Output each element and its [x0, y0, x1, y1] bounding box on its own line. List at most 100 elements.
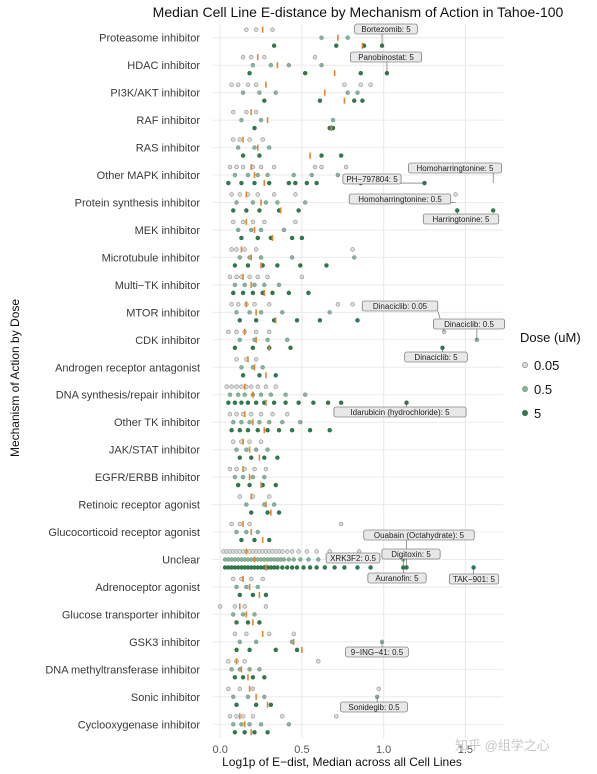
data-point: [252, 466, 257, 472]
data-point: [358, 70, 363, 76]
annotation-label: Homoharringtonine: 0.5: [348, 193, 456, 205]
data-point: [285, 549, 290, 554]
data-point: [250, 62, 256, 68]
data-point: [234, 357, 239, 362]
data-point: [240, 675, 246, 680]
data-point: [245, 263, 251, 268]
data-point: [271, 502, 277, 507]
data-point: [345, 35, 350, 40]
data-point: [263, 592, 269, 598]
data-point: [268, 62, 274, 68]
data-point: [280, 549, 285, 554]
data-point: [250, 200, 256, 205]
data-point: [231, 109, 236, 115]
data-point: [232, 474, 238, 480]
x-tick-label: 1.0: [376, 744, 391, 756]
data-point: [229, 82, 234, 87]
data-point: [296, 208, 301, 213]
data-point: [240, 54, 246, 60]
data-point: [234, 620, 239, 625]
data-point: [262, 694, 267, 700]
data-point: [242, 604, 247, 609]
data-point: [306, 290, 311, 296]
data-point: [275, 565, 280, 570]
data-point: [330, 117, 336, 123]
data-point: [262, 54, 267, 60]
data-point: [240, 290, 246, 296]
annotation-box: [367, 572, 427, 584]
data-point: [249, 54, 254, 60]
y-tick-label: HDAC inhibitor: [127, 60, 200, 72]
data-point: [262, 219, 267, 225]
data-point: [234, 200, 239, 205]
data-point: [240, 373, 246, 378]
data-point: [342, 565, 347, 570]
data-point: [335, 172, 341, 178]
data-point: [335, 302, 341, 307]
data-point: [325, 400, 331, 405]
data-point: [249, 227, 254, 233]
annotation-label: Bortezomib: 5: [354, 23, 418, 46]
data-point: [234, 647, 239, 653]
data-point: [229, 192, 234, 197]
data-point: [232, 345, 238, 351]
data-point: [262, 474, 267, 480]
data-point: [242, 282, 247, 288]
data-point: [247, 274, 252, 280]
data-point: [227, 392, 233, 397]
data-point: [302, 200, 308, 205]
data-point: [490, 208, 496, 213]
data-point: [255, 384, 260, 389]
data-point: [226, 329, 231, 335]
data-point: [253, 400, 259, 405]
data-point: [250, 290, 256, 296]
data-point: [255, 274, 260, 280]
annotation-label: Sonidegib: 0.5: [340, 696, 408, 713]
y-tick-label: Protein synthesis inhibitor: [75, 198, 201, 210]
data-point: [247, 70, 252, 76]
data-point: [319, 164, 324, 170]
data-point: [360, 98, 365, 103]
data-point: [301, 565, 306, 570]
annotation-text: TAK−901: 5: [453, 575, 495, 584]
data-point: [249, 576, 254, 582]
y-tick-label: PI3K/AKT inhibitor: [110, 88, 200, 100]
data-point: [286, 62, 292, 68]
data-point: [288, 345, 293, 351]
data-point: [270, 290, 275, 296]
data-point: [289, 565, 295, 570]
annotation-text: PH−797804: 5: [346, 175, 398, 184]
data-point: [296, 400, 301, 405]
data-point: [257, 208, 262, 213]
data-point: [355, 90, 360, 95]
data-point: [352, 255, 357, 260]
data-point: [307, 427, 313, 433]
data-point: [280, 714, 285, 719]
data-point: [232, 282, 238, 288]
data-point: [231, 290, 236, 296]
y-tick-label: RAS inhibitor: [136, 143, 201, 155]
annotation-box: [408, 162, 502, 174]
data-point: [249, 384, 254, 389]
data-point: [283, 400, 288, 405]
data-point: [244, 529, 249, 535]
data-point: [237, 137, 242, 142]
data-point: [234, 714, 239, 719]
y-tick-label: MEK inhibitor: [135, 225, 201, 237]
data-point: [245, 694, 251, 700]
data-point: [314, 180, 319, 186]
data-point: [296, 549, 301, 554]
annotation-text: Digitoxin: 5: [391, 550, 431, 559]
data-point: [227, 164, 233, 170]
annotation-text: Harringtonine: 5: [433, 215, 490, 224]
annotation-text: Homoharringtonine: 5: [417, 164, 494, 173]
data-point: [316, 557, 321, 562]
data-point: [286, 557, 292, 562]
data-point: [237, 521, 242, 527]
legend-label: 5: [534, 406, 541, 421]
data-point: [258, 411, 264, 417]
data-point: [226, 659, 231, 664]
data-point: [234, 702, 239, 708]
data-point: [234, 584, 239, 590]
x-tick-label: 0.5: [294, 744, 309, 756]
